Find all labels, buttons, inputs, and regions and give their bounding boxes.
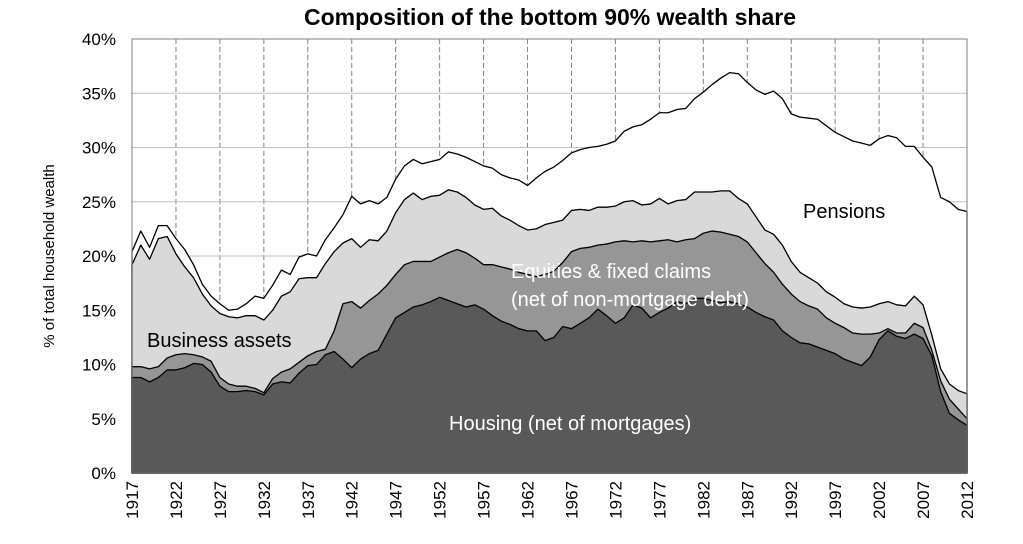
y-tick-label: 0% — [91, 464, 116, 483]
x-tick-label: 1987 — [738, 481, 757, 519]
y-tick-label: 25% — [82, 193, 116, 212]
x-tick-label: 1982 — [694, 481, 713, 519]
x-tick-label: 1972 — [606, 481, 625, 519]
x-tick-label: 1937 — [299, 481, 318, 519]
area-housing — [131, 296, 968, 474]
x-tick-label: 1992 — [782, 481, 801, 519]
y-tick-labels: 0% 5% 10% 15% 20% 25% 30% 35% 40% — [82, 30, 116, 483]
x-tick-label: 2007 — [914, 481, 933, 519]
stacked-areas — [131, 71, 968, 474]
chart-title: Composition of the bottom 90% wealth sha… — [304, 4, 796, 30]
label-equities: Equities & fixed claims — [511, 261, 711, 283]
label-business-assets: Business assets — [147, 330, 292, 352]
y-tick-label: 40% — [82, 30, 116, 49]
x-tick-label: 1947 — [387, 481, 406, 519]
y-tick-label: 10% — [82, 356, 116, 375]
y-axis-label: % of total household wealth — [41, 164, 58, 347]
x-tick-label: 1962 — [519, 481, 538, 519]
x-tick-labels: 1917 1922 1927 1932 1937 1942 1947 1952 1957 1962… — [123, 481, 977, 519]
x-tick-label: 2012 — [958, 481, 977, 519]
y-tick-label: 5% — [91, 410, 116, 429]
x-tick-label: 1977 — [650, 481, 669, 519]
x-tick-label: 1997 — [826, 481, 845, 519]
x-tick-label: 1922 — [167, 481, 186, 519]
x-tick-label: 1927 — [211, 481, 230, 519]
x-tick-label: 1967 — [562, 481, 581, 519]
x-tick-label: 1957 — [475, 481, 494, 519]
y-tick-label: 35% — [82, 84, 116, 103]
plot-frame — [131, 38, 968, 474]
y-tick-label: 15% — [82, 301, 116, 320]
x-tick-label: 1917 — [123, 481, 142, 519]
label-equities-sub: (net of non-mortgage debt) — [511, 289, 749, 311]
x-tick-label: 1932 — [255, 481, 274, 519]
x-tick-label: 1952 — [431, 481, 450, 519]
label-housing: Housing (net of mortgages) — [449, 413, 691, 435]
x-tick-label: 2002 — [870, 481, 889, 519]
y-tick-label: 30% — [82, 139, 116, 158]
annotations: Pensions Equities & fixed claims (net of n… — [147, 201, 885, 435]
y-tick-label: 20% — [82, 247, 116, 266]
label-pensions: Pensions — [803, 201, 885, 223]
x-tick-label: 1942 — [343, 481, 362, 519]
